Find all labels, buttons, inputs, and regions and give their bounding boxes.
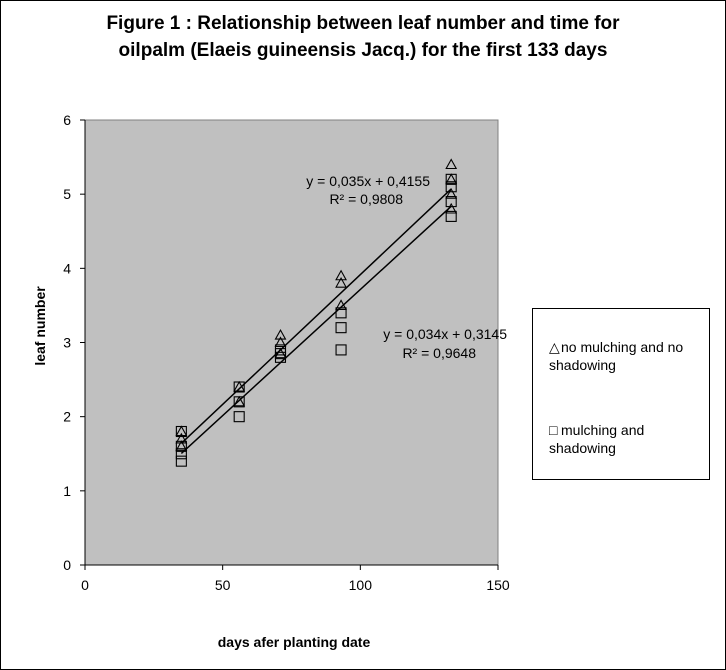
data-point-square bbox=[175, 455, 187, 467]
legend-item-no-mulching: △no mulching and no shadowing bbox=[549, 338, 704, 374]
data-point-triangle bbox=[175, 432, 188, 444]
data-point-triangle bbox=[335, 269, 347, 281]
x-tick-label: 150 bbox=[486, 577, 510, 593]
data-point-triangle bbox=[274, 328, 287, 340]
data-point-triangle bbox=[175, 440, 188, 451]
y-tick-label: 3 bbox=[63, 335, 71, 351]
chart-title-line2: oilpalm (Elaeis guineensis Jacq.) for th… bbox=[118, 40, 608, 61]
trendline-r2: R² = 0,9808 bbox=[329, 191, 403, 207]
data-point-square bbox=[445, 173, 457, 185]
y-tick-label: 6 bbox=[63, 112, 71, 128]
data-point-triangle bbox=[274, 336, 287, 348]
legend-label: no mulching and no shadowing bbox=[549, 339, 684, 373]
y-axis: 0 1 2 3 4 5 6 bbox=[63, 112, 86, 573]
data-point-square bbox=[233, 411, 245, 423]
x-tick-label: 50 bbox=[215, 577, 231, 593]
data-point-triangle bbox=[233, 395, 246, 407]
x-axis-label: days afer planting date bbox=[218, 634, 371, 650]
data-point-square bbox=[335, 307, 347, 319]
chart-title-line1: Figure 1 : Relationship between leaf num… bbox=[106, 13, 620, 34]
data-point-triangle bbox=[233, 380, 246, 392]
triangle-marker-icon: △ bbox=[549, 339, 560, 355]
trendline-equation: y = 0,034x + 0,3145 bbox=[383, 326, 507, 342]
data-point-square bbox=[233, 396, 245, 408]
plot-area bbox=[84, 119, 499, 566]
data-point-triangle bbox=[175, 425, 188, 437]
data-point-square bbox=[445, 181, 457, 193]
data-point-triangle bbox=[335, 299, 347, 310]
legend-item-mulching: □ mulching and shadowing bbox=[549, 421, 704, 457]
data-point-square bbox=[175, 448, 187, 460]
trendlines bbox=[180, 188, 452, 454]
chart-title: Figure 1 : Relationship between leaf num… bbox=[0, 10, 726, 64]
y-tick-label: 0 bbox=[63, 557, 71, 573]
data-point-square bbox=[274, 351, 287, 363]
data-point-triangle bbox=[274, 347, 287, 359]
trendline-0 bbox=[180, 188, 452, 444]
trendline-annotations: y = 0,035x + 0,4155 R² = 0,9808 y = 0,034x… bbox=[306, 173, 507, 361]
y-axis-label: leaf number bbox=[32, 286, 48, 366]
y-tick-label: 5 bbox=[63, 186, 71, 202]
data-point-triangle bbox=[445, 188, 458, 199]
data-point-square bbox=[445, 210, 457, 222]
data-point-square bbox=[335, 344, 347, 356]
data-point-triangle bbox=[445, 173, 458, 184]
trendline-r2: R² = 0,9648 bbox=[402, 345, 476, 361]
data-point-square bbox=[445, 196, 457, 208]
legend: △no mulching and no shadowing □ mulching … bbox=[532, 308, 710, 480]
square-marker-icon: □ bbox=[549, 422, 558, 438]
data-points bbox=[175, 158, 458, 467]
y-tick-label: 4 bbox=[63, 260, 71, 276]
data-point-triangle bbox=[445, 158, 458, 170]
legend-label: mulching and shadowing bbox=[549, 422, 645, 456]
x-axis: 0 50 100 150 bbox=[81, 564, 510, 593]
x-tick-label: 100 bbox=[349, 577, 373, 593]
y-tick-label: 1 bbox=[63, 483, 71, 499]
data-point-triangle bbox=[335, 277, 347, 288]
y-tick-label: 2 bbox=[63, 409, 71, 425]
data-point-square bbox=[175, 425, 187, 438]
x-tick-label: 0 bbox=[81, 577, 89, 593]
trendline-1 bbox=[180, 205, 452, 454]
trendline-equation: y = 0,035x + 0,4155 bbox=[306, 173, 430, 189]
data-point-square bbox=[335, 322, 347, 334]
data-point-square bbox=[233, 381, 245, 393]
data-point-square bbox=[175, 440, 187, 452]
data-point-triangle bbox=[445, 202, 458, 214]
